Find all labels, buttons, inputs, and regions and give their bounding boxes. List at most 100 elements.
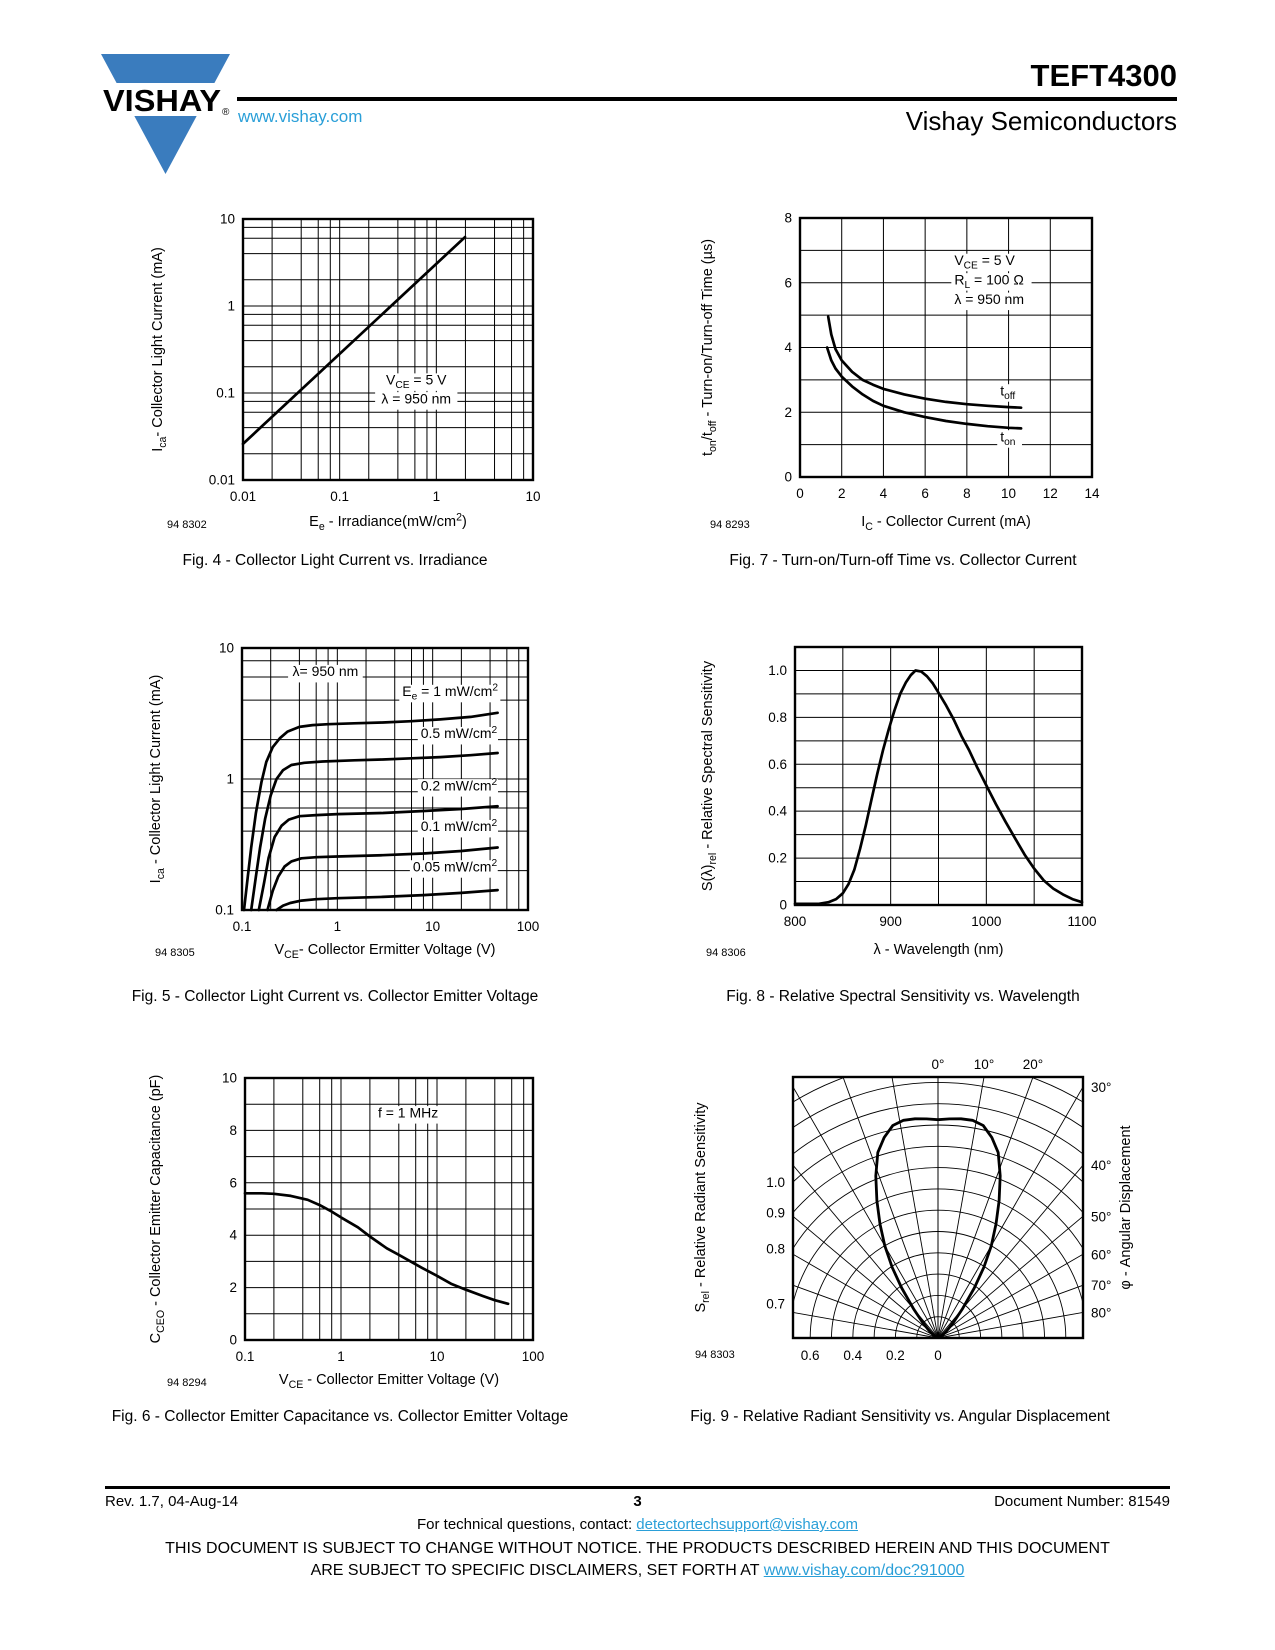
vishay-url-link[interactable]: www.vishay.com	[238, 107, 363, 126]
division-title: Vishay Semiconductors	[905, 106, 1177, 136]
svg-text:800: 800	[784, 914, 807, 929]
fig4-caption: Fig. 4 - Collector Light Current vs. Irr…	[182, 552, 488, 569]
svg-text:8: 8	[963, 486, 971, 501]
svg-text:14: 14	[1084, 486, 1100, 501]
svg-text:ton/toff - Turn-on/Turn-off Ti: ton/toff - Turn-on/Turn-off Time (µs)	[700, 239, 719, 456]
svg-text:50°: 50°	[1091, 1209, 1111, 1224]
svg-text:0.6: 0.6	[768, 757, 787, 772]
fig9-chart: 0° 10° 20° 30° 40° 50° 60° 70° 80° 1.0 0.9 0.8 0.7 0.…	[693, 1057, 1134, 1363]
svg-text:0.9: 0.9	[766, 1206, 785, 1221]
fig6-caption: Fig. 6 - Collector Emitter Capacitance v…	[111, 1408, 569, 1425]
svg-text:1100: 1100	[1067, 914, 1096, 929]
footer-revision: Rev. 1.7, 04-Aug-14	[105, 1493, 239, 1510]
svg-text:10°: 10°	[974, 1057, 994, 1072]
svg-text:10: 10	[1001, 486, 1016, 501]
part-number-title: TEFT4300	[1030, 58, 1177, 93]
svg-text:6: 6	[784, 275, 792, 290]
vishay-logo-text: VISHAY	[103, 83, 221, 118]
footer-contact-text: For technical questions, contact:	[417, 1516, 637, 1533]
vishay-logo-reg: ®	[222, 107, 230, 118]
svg-text:S(λ)rel - Relative Spectral Se: S(λ)rel - Relative Spectral Sensitivity	[700, 660, 719, 891]
fig9-caption: Fig. 9 - Relative Radiant Sensitivity vs…	[690, 1408, 1110, 1425]
svg-text:60°: 60°	[1091, 1247, 1111, 1262]
svg-text:0: 0	[934, 1348, 942, 1363]
svg-text:0.2: 0.2	[768, 851, 787, 866]
svg-text:0.6: 0.6	[801, 1348, 820, 1363]
svg-text:Ee = 1 mW/cm2: Ee = 1 mW/cm2	[402, 683, 498, 703]
svg-text:94 8302: 94 8302	[167, 519, 207, 531]
svg-text:1.0: 1.0	[768, 663, 787, 678]
svg-text:8: 8	[229, 1123, 237, 1138]
svg-text:100: 100	[522, 1349, 545, 1364]
svg-text:0.4: 0.4	[843, 1348, 862, 1363]
svg-text:λ = 950 nm: λ = 950 nm	[381, 390, 451, 406]
footer-legal-line1: THIS DOCUMENT IS SUBJECT TO CHANGE WITHO…	[165, 1540, 1110, 1557]
fig8-caption: Fig. 8 - Relative Spectral Sensitivity v…	[726, 988, 1080, 1005]
svg-text:0.8: 0.8	[766, 1241, 785, 1256]
svg-text:4: 4	[784, 340, 792, 355]
svg-text:0.1: 0.1	[216, 386, 235, 401]
footer-contact-link[interactable]: detectortechsupport@vishay.com	[636, 1516, 858, 1533]
svg-text:0.8: 0.8	[768, 710, 787, 725]
svg-text:6: 6	[921, 486, 929, 501]
svg-text:1: 1	[334, 919, 342, 934]
svg-text:0: 0	[779, 898, 787, 913]
svg-text:12: 12	[1043, 486, 1058, 501]
footer-page-number: 3	[633, 1493, 642, 1510]
svg-text:IC - Collector Current (mA): IC - Collector Current (mA)	[861, 514, 1031, 533]
svg-text:80°: 80°	[1091, 1305, 1111, 1320]
svg-text:1: 1	[226, 772, 234, 787]
svg-text:φ - Angular Displacement: φ - Angular Displacement	[1118, 1125, 1134, 1289]
svg-text:2: 2	[784, 405, 792, 420]
svg-text:2: 2	[838, 486, 846, 501]
svg-text:toff: toff	[1000, 382, 1015, 402]
svg-text:900: 900	[879, 914, 902, 929]
svg-text:Ica - Collector Light Current: Ica - Collector Light Current (mA)	[148, 675, 167, 884]
svg-text:0: 0	[796, 486, 804, 501]
svg-text:0.01: 0.01	[209, 473, 235, 488]
svg-text:94 8305: 94 8305	[155, 947, 195, 959]
svg-text:λ = 950 nm: λ = 950 nm	[954, 291, 1024, 307]
svg-text:94 8294: 94 8294	[167, 1377, 207, 1389]
svg-text:30°: 30°	[1091, 1080, 1111, 1095]
fig6-chart: 0.1 1 10 100 0 2 4 6 8 10 VCE - Collector Emitter …	[148, 1071, 545, 1391]
svg-text:Ee - Irradiance(mW/cm2): Ee - Irradiance(mW/cm2)	[309, 511, 467, 532]
svg-text:VCE = 5 V: VCE = 5 V	[954, 252, 1015, 272]
svg-text:VCE - Collector Emitter Voltag: VCE - Collector Emitter Voltage (V)	[279, 1372, 499, 1391]
fig5-caption: Fig. 5 - Collector Light Current vs. Col…	[131, 988, 539, 1005]
svg-text:0.2 mW/cm2: 0.2 mW/cm2	[421, 777, 498, 793]
svg-text:RL = 100 Ω: RL = 100 Ω	[954, 271, 1023, 291]
svg-text:λ - Wavelength (nm): λ - Wavelength (nm)	[874, 942, 1004, 958]
fig8-chart: 800 900 1000 1100 0 0.2 0.4 0.6 0.8 1.0 λ - Wavele…	[700, 645, 1097, 959]
svg-text:VCE- Collector Ermitter Voltag: VCE- Collector Ermitter Voltage (V)	[274, 942, 495, 961]
svg-text:0.1 mW/cm2: 0.1 mW/cm2	[421, 818, 498, 834]
svg-text:Srel - Relative Radiant Sensit: Srel - Relative Radiant Sensitivity	[693, 1102, 712, 1313]
fig5-chart: 0.1 1 10 100 0.1 1 10 VCE- Collector Ermitter V…	[148, 641, 539, 961]
svg-text:1: 1	[227, 299, 235, 314]
svg-text:6: 6	[229, 1175, 237, 1190]
footer-disclaimer-link[interactable]: www.vishay.com/doc?91000	[763, 1562, 965, 1579]
svg-text:10: 10	[429, 1349, 444, 1364]
svg-text:0.1: 0.1	[215, 903, 234, 918]
svg-text:4: 4	[229, 1228, 237, 1243]
svg-text:4: 4	[880, 486, 888, 501]
svg-text:2: 2	[229, 1280, 237, 1295]
fig7-caption: Fig. 7 - Turn-on/Turn-off Time vs. Colle…	[729, 552, 1077, 569]
svg-text:0.1: 0.1	[330, 489, 349, 504]
svg-text:8: 8	[784, 211, 792, 226]
svg-text:λ= 950 nm: λ= 950 nm	[293, 663, 359, 679]
footer-doc-number: Document Number: 81549	[994, 1493, 1170, 1510]
svg-text:1: 1	[433, 489, 441, 504]
svg-text:1.0: 1.0	[766, 1175, 785, 1190]
svg-text:0.4: 0.4	[768, 804, 787, 819]
svg-text:1000: 1000	[971, 914, 1001, 929]
svg-text:CCEO - Collector Emitter Capac: CCEO - Collector Emitter Capacitance (pF…	[148, 1075, 167, 1344]
svg-text:0.2: 0.2	[886, 1348, 905, 1363]
svg-text:0.01: 0.01	[230, 489, 256, 504]
svg-text:10: 10	[425, 919, 440, 934]
vishay-logo: VISHAY ®	[98, 52, 233, 177]
svg-text:f = 1 MHz: f = 1 MHz	[378, 1104, 438, 1120]
svg-text:94 8306: 94 8306	[706, 947, 746, 959]
svg-text:ton: ton	[1000, 428, 1015, 448]
